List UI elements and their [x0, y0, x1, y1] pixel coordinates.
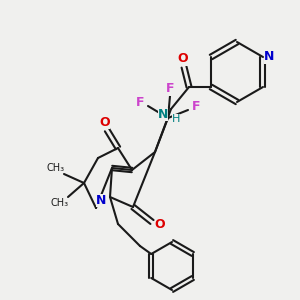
Text: N: N — [158, 107, 168, 121]
Text: H: H — [172, 114, 180, 124]
Text: F: F — [136, 97, 144, 110]
Text: CH₃: CH₃ — [51, 198, 69, 208]
Text: CH₃: CH₃ — [47, 163, 65, 173]
Text: N: N — [96, 194, 106, 206]
Text: N: N — [264, 50, 274, 64]
Text: F: F — [192, 100, 200, 113]
Text: O: O — [178, 52, 188, 65]
Text: O: O — [100, 116, 110, 128]
Text: F: F — [166, 82, 174, 95]
Text: O: O — [155, 218, 165, 232]
